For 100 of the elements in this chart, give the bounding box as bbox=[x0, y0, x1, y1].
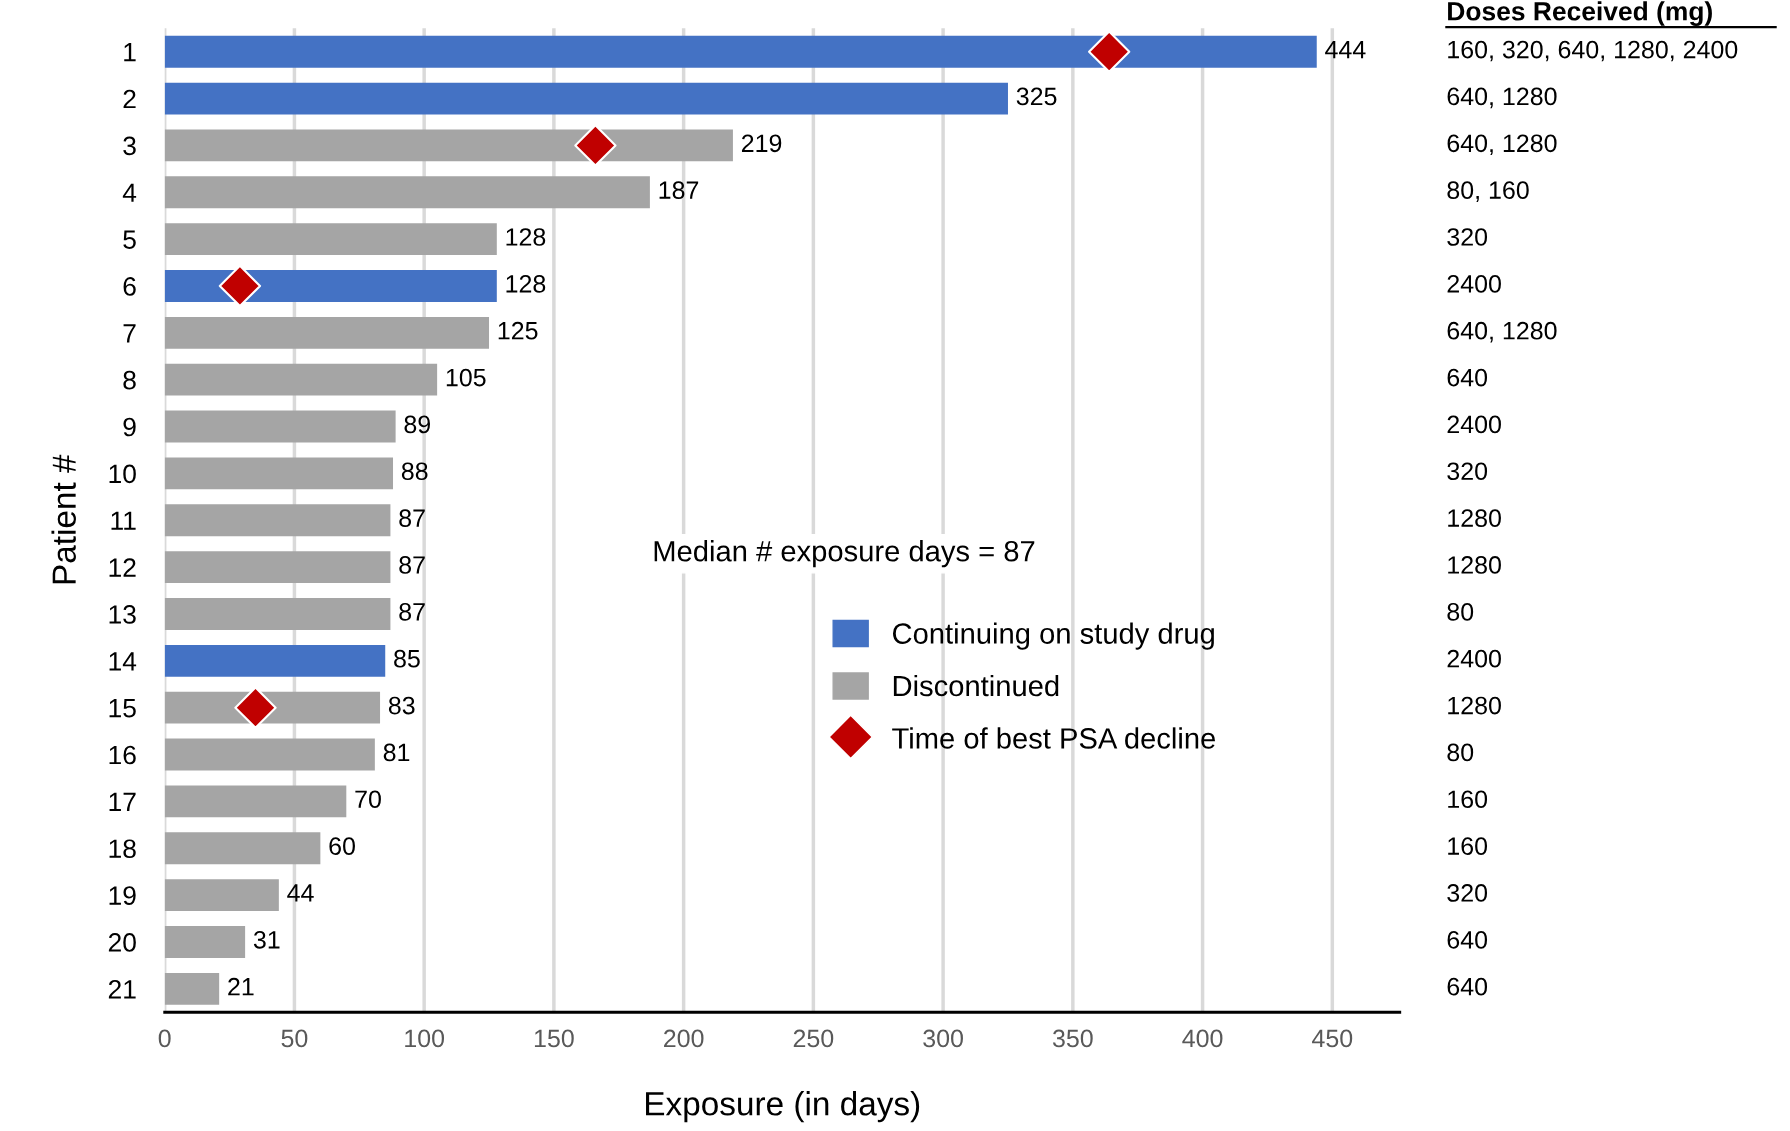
text: 160 bbox=[1448, 837, 1488, 855]
bar bbox=[164, 129, 733, 162]
x-tick-label: 150 bbox=[534, 1029, 574, 1048]
y-tick-label: 3 bbox=[123, 136, 136, 156]
legend-label: Continuing on study drug bbox=[893, 622, 1214, 650]
x-tick-label: 250 bbox=[793, 1029, 834, 1048]
x-tick-label: 50 bbox=[281, 1029, 308, 1048]
data-label: 125 bbox=[498, 321, 538, 340]
y-tick-label: 2 bbox=[123, 89, 136, 109]
y-tick-label: 9 bbox=[123, 417, 136, 437]
data-label: 87 bbox=[399, 509, 425, 527]
y-tick-label: 14 bbox=[109, 652, 137, 671]
y-tick-label: 20 bbox=[108, 933, 136, 952]
text: 640 bbox=[1447, 368, 1488, 387]
data-label: 187 bbox=[659, 181, 699, 199]
text: 640 bbox=[1447, 977, 1488, 996]
y-tick-label: 8 bbox=[123, 370, 136, 390]
x-tick-label: 400 bbox=[1182, 1029, 1223, 1048]
data-label: 87 bbox=[399, 556, 425, 574]
data-label: 60 bbox=[329, 837, 355, 855]
text: 640 bbox=[1447, 930, 1488, 949]
text: 640, 1280 bbox=[1447, 134, 1557, 156]
text: 320 bbox=[1447, 884, 1488, 902]
y-tick-label: 21 bbox=[108, 979, 136, 999]
x-tick-label: 450 bbox=[1312, 1029, 1353, 1048]
y-tick-label: 15 bbox=[109, 699, 136, 718]
y-tick-label: 18 bbox=[109, 839, 136, 859]
data-label: 88 bbox=[401, 462, 428, 481]
data-label: 128 bbox=[506, 228, 546, 246]
bar bbox=[164, 270, 497, 302]
text: 160 bbox=[1448, 790, 1488, 809]
y-tick-label: 7 bbox=[123, 324, 136, 343]
text: 160, 320, 640, 1280, 2400 bbox=[1448, 40, 1738, 62]
legend-label: Discontinued bbox=[893, 674, 1059, 697]
data-label: 128 bbox=[506, 274, 546, 293]
bar bbox=[164, 832, 321, 865]
data-label: 44 bbox=[287, 884, 314, 902]
x-axis-title: Exposure (in days) bbox=[646, 1091, 920, 1123]
y-tick-label: 17 bbox=[109, 792, 136, 811]
y-tick-label: 5 bbox=[123, 230, 136, 249]
text: 80 bbox=[1447, 602, 1474, 621]
bar bbox=[164, 457, 394, 490]
bar bbox=[164, 644, 386, 677]
x-tick-label: 0 bbox=[158, 1029, 171, 1048]
bar bbox=[164, 738, 375, 771]
text: 2400 bbox=[1447, 415, 1501, 434]
y-tick-label: 10 bbox=[109, 464, 136, 484]
y-tick-label: 4 bbox=[122, 183, 137, 202]
y-tick-label: 12 bbox=[109, 558, 136, 577]
text: 2400 bbox=[1447, 274, 1501, 293]
x-tick-label: 100 bbox=[405, 1029, 445, 1048]
bar bbox=[164, 35, 1317, 68]
bar bbox=[164, 363, 438, 396]
data-label: 31 bbox=[253, 930, 280, 949]
x-tick-label: 300 bbox=[923, 1029, 963, 1048]
text: 1280 bbox=[1448, 556, 1501, 574]
text: 320 bbox=[1447, 228, 1488, 246]
text: 2400 bbox=[1447, 649, 1501, 668]
bar bbox=[164, 410, 396, 443]
y-tick-label: 6 bbox=[123, 277, 136, 296]
text: 320 bbox=[1447, 462, 1488, 481]
legend-label: Time of best PSA decline bbox=[892, 727, 1215, 749]
bar bbox=[164, 551, 391, 584]
data-label: 87 bbox=[399, 602, 425, 621]
data-label: 89 bbox=[404, 415, 431, 434]
data-label: 444 bbox=[1325, 40, 1366, 59]
y-tick-label: 13 bbox=[109, 605, 136, 624]
text: 1280 bbox=[1448, 509, 1501, 527]
bar bbox=[164, 223, 497, 256]
y-tick-label: 11 bbox=[111, 511, 136, 530]
data-label: 325 bbox=[1016, 87, 1057, 106]
data-label: 219 bbox=[741, 134, 782, 153]
data-label: 81 bbox=[383, 743, 410, 762]
bar bbox=[164, 598, 391, 630]
y-tick-label: 16 bbox=[109, 745, 136, 765]
bar bbox=[164, 176, 650, 209]
data-label: 85 bbox=[394, 649, 420, 668]
y-tick-label: 19 bbox=[109, 886, 136, 905]
bar bbox=[164, 504, 391, 537]
y-axis-title: Patient # bbox=[51, 454, 76, 584]
text: 80, 160 bbox=[1447, 181, 1529, 202]
y-tick-label: 1 bbox=[124, 43, 136, 62]
text: 80 bbox=[1447, 743, 1474, 762]
data-label: 83 bbox=[388, 696, 415, 715]
bar bbox=[164, 82, 1008, 115]
text: Doses Received (mg) bbox=[1448, 1, 1712, 26]
data-label: 21 bbox=[228, 977, 254, 996]
data-label: 70 bbox=[355, 790, 381, 809]
bar bbox=[164, 785, 347, 818]
bar bbox=[164, 316, 490, 349]
text: 640, 1280 bbox=[1447, 87, 1557, 109]
annotation: Median # exposure days = 87 bbox=[654, 540, 1035, 568]
bar bbox=[164, 972, 220, 1005]
bar bbox=[164, 879, 279, 912]
x-tick-label: 350 bbox=[1052, 1029, 1093, 1048]
text: 640, 1280 bbox=[1447, 321, 1557, 343]
x-tick-label: 200 bbox=[664, 1029, 704, 1048]
data-label: 105 bbox=[446, 368, 486, 387]
bar bbox=[164, 926, 246, 958]
text: 1280 bbox=[1448, 696, 1501, 715]
